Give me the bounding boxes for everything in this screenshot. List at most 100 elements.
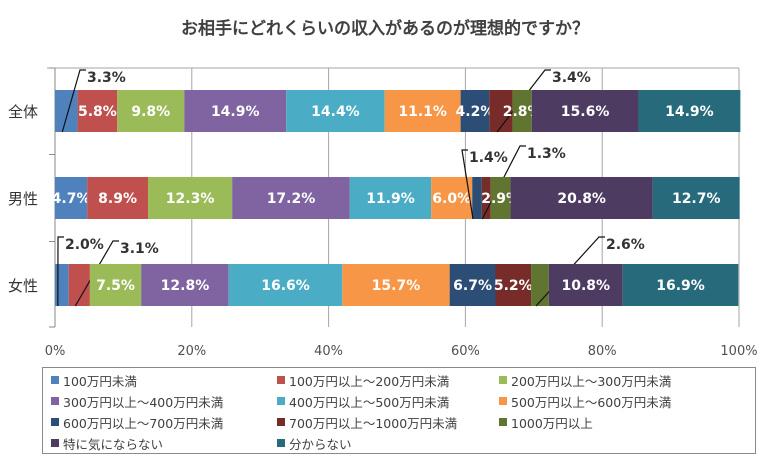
chart-title: お相手にどれくらいの収入があるのが理想的ですか？ bbox=[181, 19, 589, 39]
legend-item: 100万円以上～200万円未満 bbox=[277, 370, 499, 390]
data-label: 2.9% bbox=[481, 191, 520, 207]
callout-leader bbox=[61, 69, 86, 133]
data-label: 9.8% bbox=[131, 104, 170, 120]
x-tick-label: 20% bbox=[177, 344, 206, 359]
data-label: 15.6% bbox=[561, 104, 610, 120]
legend-label: 300万円以上～400万円未満 bbox=[63, 394, 224, 410]
legend-label: 400万円以上～500万円未満 bbox=[289, 394, 450, 410]
data-label: 11.9% bbox=[366, 191, 415, 207]
legend-item: 特に気にならない bbox=[51, 433, 277, 453]
legend-swatch-icon bbox=[277, 439, 285, 447]
legend-swatch-icon bbox=[51, 418, 59, 426]
legend-swatch-icon bbox=[51, 376, 59, 384]
callout-leader bbox=[461, 149, 474, 220]
data-label: 16.6% bbox=[261, 278, 310, 294]
bar-segment bbox=[89, 264, 142, 306]
legend-label: 200万円以上～300万円未満 bbox=[511, 373, 672, 389]
x-tick-label: 60% bbox=[451, 344, 480, 359]
callout-leader bbox=[57, 236, 64, 307]
data-label: 16.9% bbox=[656, 278, 705, 294]
legend-label: 100万円未満 bbox=[63, 373, 137, 389]
bar-segment bbox=[510, 177, 653, 219]
legend-item: 200万円以上～300万円未満 bbox=[499, 370, 749, 390]
callout-leader bbox=[74, 240, 119, 307]
legend-item: 500万円以上～600万円未満 bbox=[499, 391, 749, 411]
data-label: 12.8% bbox=[161, 278, 210, 294]
legend-item: 1000万円以上 bbox=[499, 412, 749, 432]
bar-segment bbox=[489, 90, 513, 132]
bar-segment bbox=[232, 177, 350, 219]
data-label: 2.6% bbox=[606, 237, 645, 253]
legend-swatch-icon bbox=[277, 418, 285, 426]
bar-segment bbox=[622, 264, 739, 306]
bar-segment bbox=[55, 264, 69, 306]
bar-segment bbox=[55, 177, 88, 219]
data-label: 4.2% bbox=[456, 104, 495, 120]
data-label: 5.2% bbox=[494, 278, 533, 294]
legend-label: 100万円以上～200万円未満 bbox=[289, 373, 450, 389]
category-label: 女性 bbox=[8, 277, 38, 295]
legend-label: 500万円以上～600万円未満 bbox=[511, 394, 672, 410]
category-label: 男性 bbox=[8, 190, 38, 208]
legend-item: 700万円以上～1000万円未満 bbox=[277, 412, 499, 432]
legend-item: 400万円以上～500万円未満 bbox=[277, 391, 499, 411]
bar-segment bbox=[490, 177, 511, 219]
legend-swatch-icon bbox=[51, 397, 59, 405]
data-label: 7.5% bbox=[96, 278, 135, 294]
legend-label: 600万円以上～700万円未満 bbox=[63, 415, 224, 431]
data-label: 6.0% bbox=[432, 191, 471, 207]
data-label: 6.7% bbox=[453, 278, 492, 294]
data-label: 8.9% bbox=[98, 191, 137, 207]
data-label: 1.4% bbox=[469, 150, 508, 166]
bar-segment bbox=[228, 264, 343, 306]
data-label: 14.9% bbox=[211, 104, 260, 120]
legend-swatch-icon bbox=[499, 418, 507, 426]
x-tick-label: 0% bbox=[45, 344, 66, 359]
bar-segment bbox=[384, 90, 461, 132]
legend-swatch-icon bbox=[277, 397, 285, 405]
data-label: 3.1% bbox=[120, 241, 159, 257]
legend-label: 分からない bbox=[289, 436, 352, 452]
bar-segment bbox=[548, 264, 623, 306]
legend-swatch-icon bbox=[277, 376, 285, 384]
x-tick-label: 80% bbox=[588, 344, 617, 359]
legend-swatch-icon bbox=[499, 397, 507, 405]
legend-label: 1000万円以上 bbox=[511, 415, 593, 431]
bar-segment bbox=[481, 177, 491, 219]
legend-item: 300万円以上～400万円未満 bbox=[51, 391, 277, 411]
bar-segment bbox=[141, 264, 229, 306]
data-label: 5.8% bbox=[78, 104, 117, 120]
bar-segment bbox=[512, 90, 532, 132]
bar-segment bbox=[117, 90, 185, 132]
bar-segment bbox=[460, 90, 490, 132]
bar-segment bbox=[531, 90, 639, 132]
legend-swatch-icon bbox=[51, 439, 59, 447]
data-label: 12.7% bbox=[672, 191, 721, 207]
bar-segment bbox=[449, 264, 496, 306]
data-label: 14.9% bbox=[665, 104, 714, 120]
bar-segment bbox=[68, 264, 90, 306]
bar-segment bbox=[87, 177, 149, 219]
bar-segment bbox=[148, 177, 233, 219]
legend-item: 100万円未満 bbox=[51, 370, 277, 390]
data-label: 4.7% bbox=[52, 191, 91, 207]
legend-label: 特に気にならない bbox=[63, 436, 164, 452]
data-label: 3.4% bbox=[552, 70, 591, 86]
x-tick-label: 40% bbox=[314, 344, 343, 359]
bar-segment bbox=[342, 264, 450, 306]
bar-segment bbox=[531, 264, 549, 306]
bar-segment bbox=[652, 177, 740, 219]
data-label: 2.0% bbox=[65, 237, 104, 253]
bar-segment bbox=[638, 90, 741, 132]
legend-swatch-icon bbox=[499, 376, 507, 384]
data-label: 12.3% bbox=[166, 191, 215, 207]
data-label: 11.1% bbox=[398, 104, 447, 120]
data-label: 3.3% bbox=[87, 70, 126, 86]
x-tick-label: 100% bbox=[720, 344, 757, 359]
data-label: 15.7% bbox=[372, 278, 421, 294]
bar-segment bbox=[495, 264, 532, 306]
bar-segment bbox=[77, 90, 118, 132]
legend-item: 600万円以上～700万円未満 bbox=[51, 412, 277, 432]
bar-segment bbox=[55, 90, 78, 132]
